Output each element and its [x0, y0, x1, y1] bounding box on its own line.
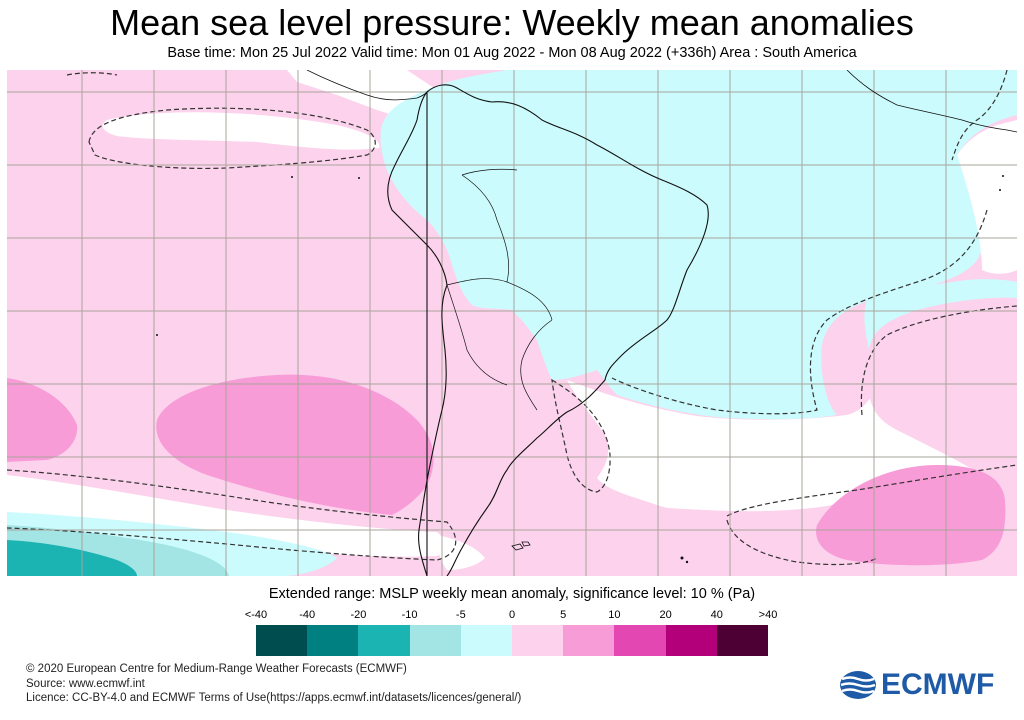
islands — [511, 541, 531, 551]
central-america-coastline — [306, 70, 428, 101]
licence-line: Licence: CC-BY-4.0 and ECMWF Terms of Us… — [26, 692, 522, 704]
copyright-line: © 2020 European Centre for Medium-Range … — [26, 663, 407, 675]
neutral-region-africa — [957, 120, 1017, 274]
lat-lon-grid — [7, 70, 1017, 576]
colorbar-segment — [563, 625, 615, 656]
chart-subtitle: Base time: Mon 25 Jul 2022 Valid time: M… — [167, 45, 857, 61]
country-borders — [446, 168, 553, 411]
colorbar-tick-label: -40 — [299, 609, 316, 621]
legend-title: Extended range: MSLP weekly mean anomaly… — [268, 586, 756, 602]
negative-anomaly-strong-southwest — [7, 540, 137, 576]
colorbar-segment — [358, 625, 410, 656]
colorbar-segment — [307, 625, 359, 656]
colorbar-segment — [460, 625, 513, 656]
island-dots — [156, 175, 1004, 564]
colorbar-tick-label: -10 — [401, 609, 418, 621]
colorbar-tick-label: 10 — [608, 609, 621, 621]
anomaly-map — [7, 70, 1017, 576]
chart-title: Mean sea level pressure: Weekly mean ano… — [110, 2, 914, 43]
source-line: Source: www.ecmwf.int — [26, 677, 145, 690]
colorbar-tick-label: 5 — [560, 609, 567, 621]
colorbar-tick-label: 40 — [710, 609, 723, 621]
colorbar-tick-label: -20 — [350, 609, 367, 621]
colorbar-tick-label: 0 — [508, 609, 516, 621]
colorbar-segment — [409, 625, 461, 656]
africa-coastline — [846, 70, 1017, 133]
ecmwf-logo: ECMWF — [838, 668, 1002, 702]
colorbar-tick-label: -5 — [455, 609, 466, 621]
colorbar-ticks: <-40 -40 -20 -10 -5 0 5 10 20 40 >40 — [245, 609, 778, 623]
footer: © 2020 European Centre for Medium-Range … — [26, 662, 521, 706]
neutral-region-north-pacific — [102, 112, 380, 150]
positive-anomaly-strong-west — [7, 378, 78, 462]
negative-anomaly-region-atlantic — [380, 70, 1017, 420]
colorbar-segment — [614, 625, 666, 656]
colorbar-segment — [256, 625, 308, 656]
coastlines — [306, 70, 1017, 576]
colorbar-segment — [716, 625, 769, 656]
positive-anomaly-strong-southeast — [816, 465, 1006, 566]
colorbar-tick-label: 20 — [659, 609, 672, 621]
colorbar-segment — [665, 625, 717, 656]
ecmwf-wordmark: ECMWF — [881, 668, 995, 701]
neutral-region-patagonia — [437, 535, 485, 570]
colorbar-tick-label: >40 — [758, 609, 778, 621]
colorbar-tick-label: <-40 — [244, 609, 268, 621]
colorbar — [256, 625, 769, 656]
colorbar-segment — [512, 625, 564, 656]
negative-anomaly-patch-south-atlantic — [864, 279, 1017, 350]
ecmwf-globe-icon — [840, 671, 876, 699]
